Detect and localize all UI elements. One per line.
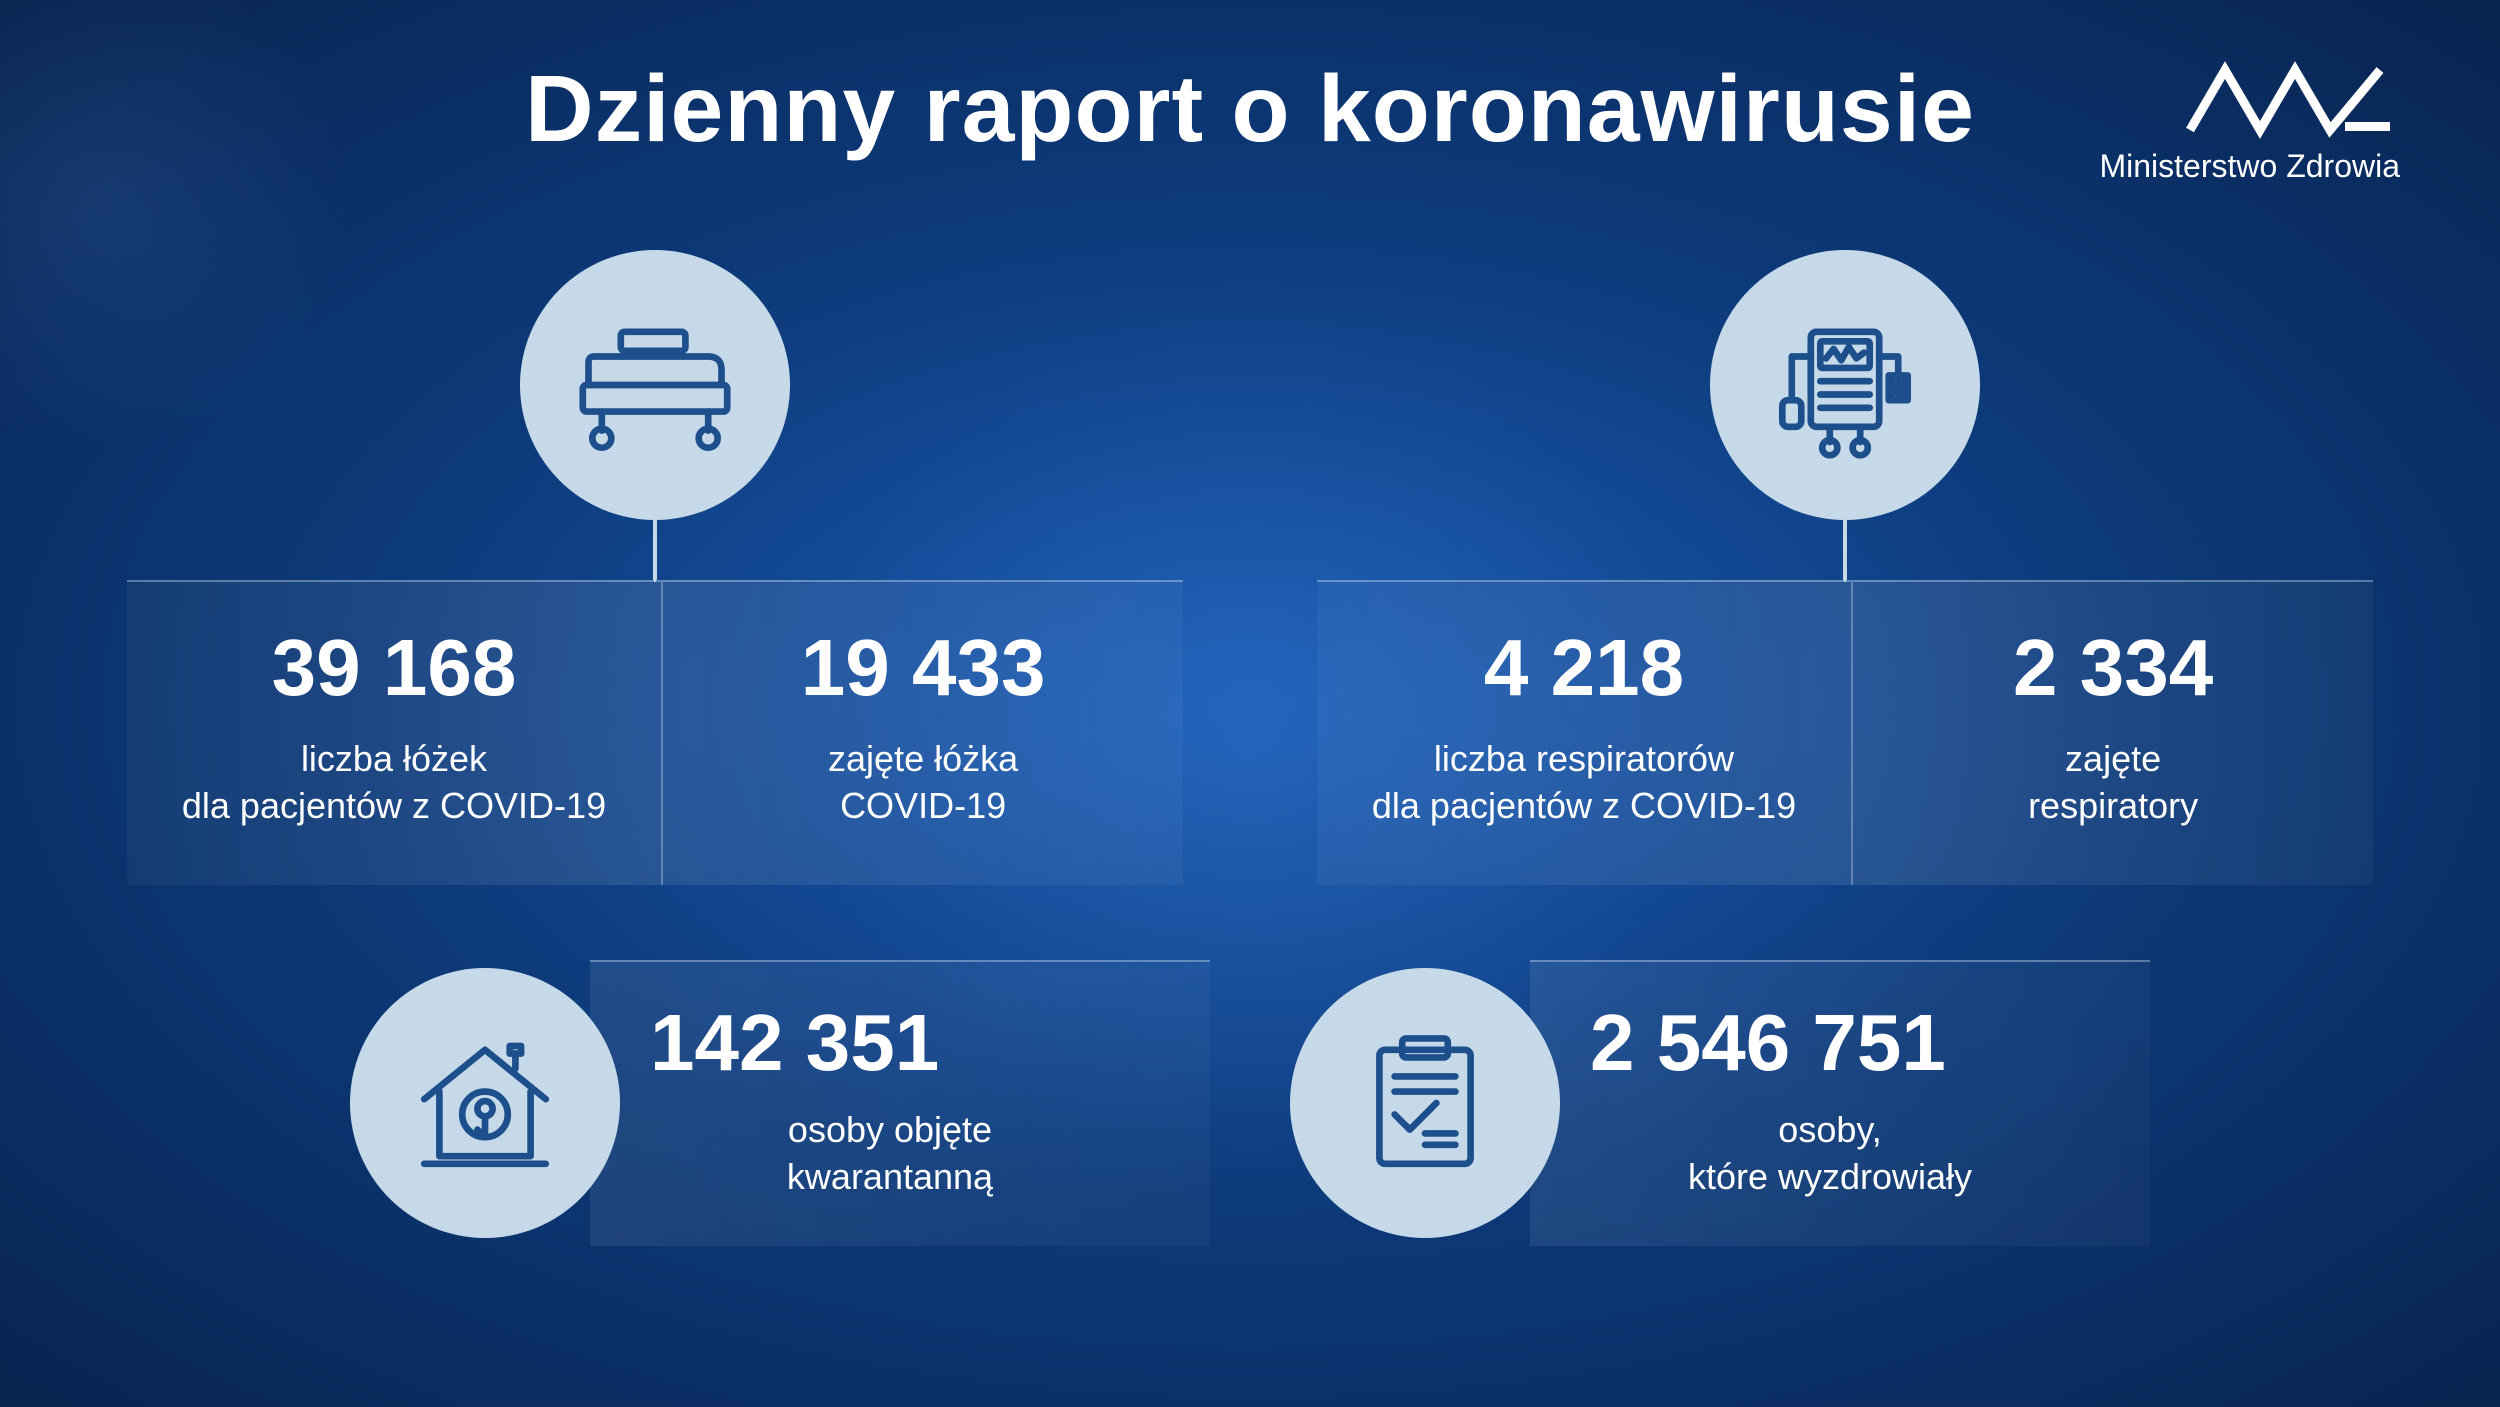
beds-occupied: 19 433 zajęte łóżkaCOVID-19 — [663, 582, 1183, 885]
beds-group: 39 168 liczba łóżekdla pacjentów z COVID… — [127, 250, 1183, 885]
home-quarantine-icon — [350, 968, 620, 1238]
beds-total: 39 168 liczba łóżekdla pacjentów z COVID… — [127, 582, 663, 885]
respirators-total-label: liczba respiratorówdla pacjentów z COVID… — [1372, 736, 1796, 830]
hospital-bed-icon — [520, 250, 790, 520]
respirators-occupied-value: 2 334 — [1908, 622, 2318, 714]
beds-total-label: liczba łóżekdla pacjentów z COVID-19 — [182, 736, 606, 830]
recovered-group: 2 546 751 osoby,które wyzdrowiały — [1290, 960, 2150, 1246]
recovered-label: osoby,które wyzdrowiały — [1590, 1107, 2070, 1201]
ventilator-icon — [1710, 250, 1980, 520]
respirators-total-value: 4 218 — [1372, 622, 1796, 714]
recovered-value: 2 546 751 — [1590, 997, 2070, 1089]
respirators-occupied-label: zajęterespiratory — [1908, 736, 2318, 830]
quarantine-label: osoby objętekwarantanną — [650, 1107, 1130, 1201]
clipboard-check-icon — [1290, 968, 1560, 1238]
quarantine-value: 142 351 — [650, 997, 1130, 1089]
ministry-logo: Ministerstwo Zdrowia — [2099, 60, 2400, 185]
respirators-total: 4 218 liczba respiratorówdla pacjentów z… — [1317, 582, 1853, 885]
quarantine-group: 142 351 osoby objętekwarantanną — [350, 960, 1210, 1246]
logo-text: Ministerstwo Zdrowia — [2099, 148, 2400, 185]
respirators-occupied: 2 334 zajęterespiratory — [1853, 582, 2373, 885]
beds-occupied-label: zajęte łóżkaCOVID-19 — [718, 736, 1128, 830]
logo-mark-icon — [2180, 60, 2400, 140]
beds-occupied-value: 19 433 — [718, 622, 1128, 714]
beds-total-value: 39 168 — [182, 622, 606, 714]
respirators-group: 4 218 liczba respiratorówdla pacjentów z… — [1317, 250, 2373, 885]
